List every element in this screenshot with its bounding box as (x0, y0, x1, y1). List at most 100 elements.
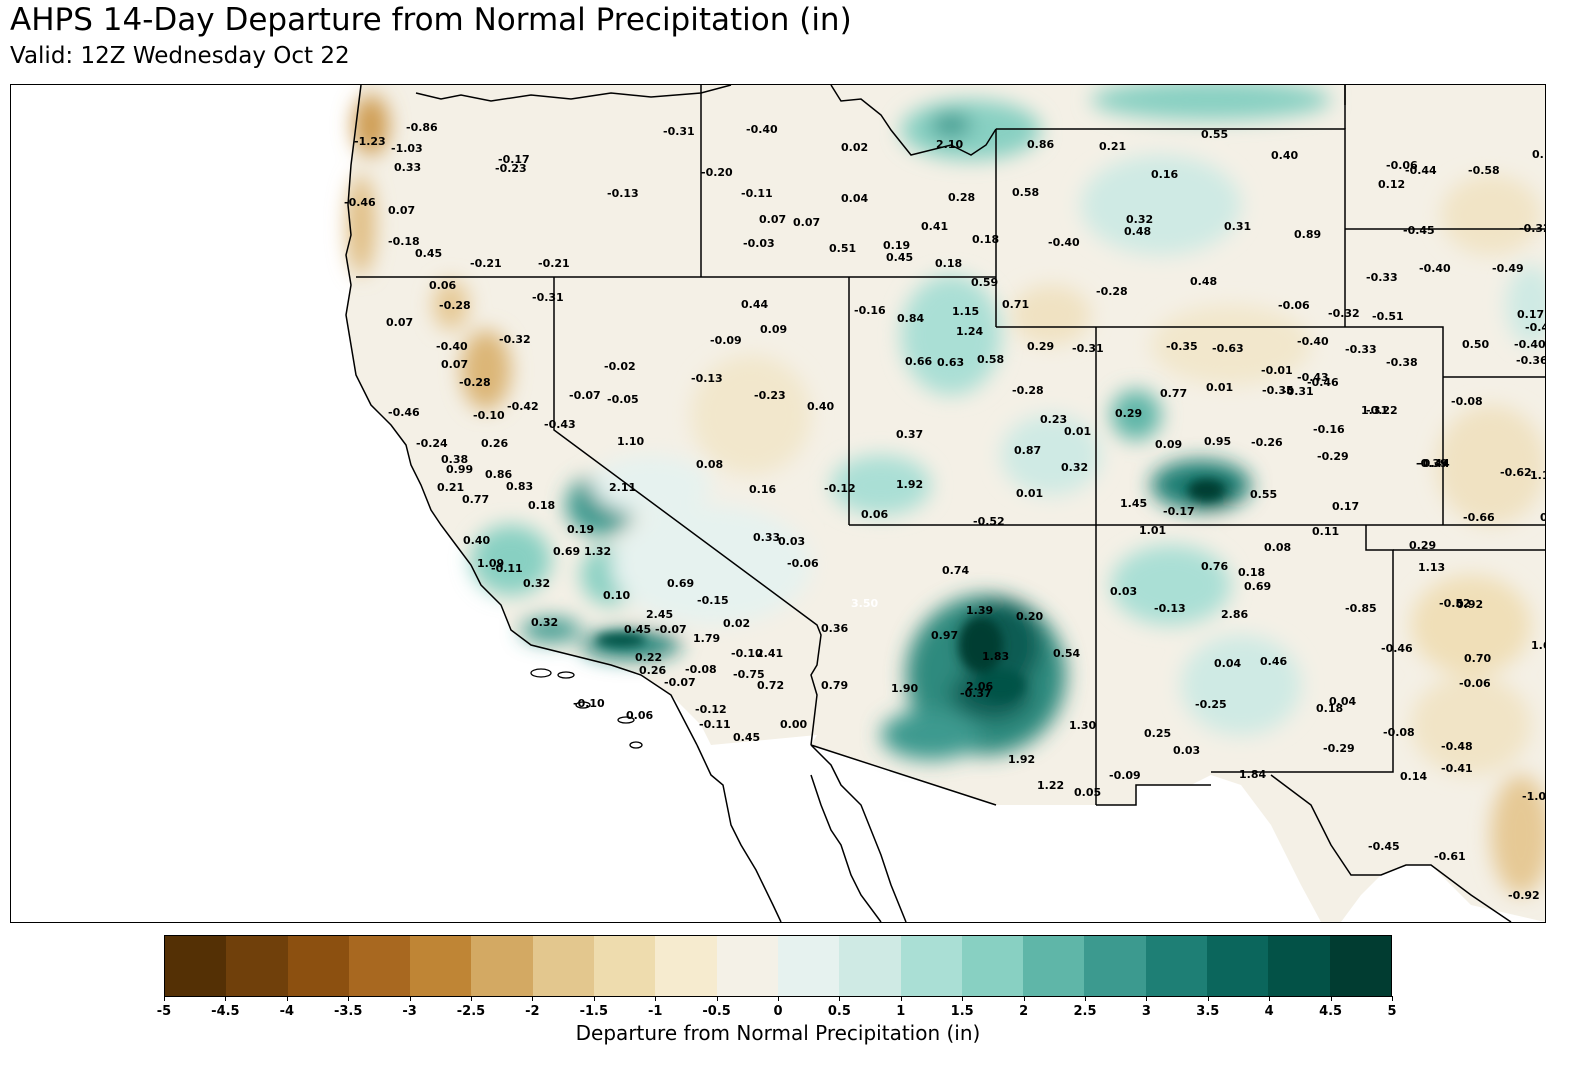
colorbar-swatch (226, 936, 288, 996)
station-value-label: -0.44 (1405, 164, 1437, 177)
station-value-label: 0.69 (553, 545, 580, 558)
station-value-label: 0.21 (437, 481, 464, 494)
station-value-label: 0.63 (937, 356, 964, 369)
station-value-label: -0.58 (1468, 164, 1500, 177)
station-value-label: 0.83 (506, 480, 533, 493)
station-value-label: -0.01 (1261, 364, 1293, 377)
station-value-label: 0.54 (1053, 647, 1080, 660)
station-value-label: 0.03 (778, 535, 805, 548)
station-value-label: 1.90 (891, 682, 918, 695)
station-value-label: 2.45 (646, 608, 673, 621)
station-value-label: 0.72 (757, 679, 784, 692)
station-value-label: -0.10 (473, 409, 505, 422)
station-value-label: 0.08 (696, 458, 723, 471)
station-value-label: 0.58 (977, 353, 1004, 366)
station-value-label: 0.55 (1201, 128, 1228, 141)
station-value-label: 0.03 (1110, 585, 1137, 598)
station-value-label: -0.20 (701, 166, 733, 179)
station-value-label: 2.06 (966, 680, 993, 693)
station-value-label: -0.48 (1441, 740, 1473, 753)
station-value-label: -0.16 (854, 304, 886, 317)
colorbar-swatch (777, 936, 840, 996)
colorbar-swatch (1084, 936, 1146, 996)
station-value-label: -0.08 (1451, 395, 1483, 408)
station-value-label: 2.10 (936, 138, 963, 151)
station-value-label: -0.10 (573, 697, 605, 710)
station-value-label: 0.46 (1260, 655, 1287, 668)
station-value-label: -0.31 (1072, 342, 1104, 355)
station-value-label: 0.21 (1099, 140, 1126, 153)
station-value-label: 0.07 (759, 213, 786, 226)
colorbar-tick-mark (655, 996, 657, 1001)
station-value-label: -0.25 (1195, 698, 1227, 711)
colorbar-tick-mark (1085, 996, 1086, 1001)
station-value-label: 1.32 (584, 545, 611, 558)
mexico-land (696, 744, 782, 922)
station-value-label: 0.55 (1250, 488, 1277, 501)
station-value-label: -0.40 (1514, 338, 1545, 351)
station-value-label: 0.45 (415, 247, 442, 260)
station-value-label: -0.28 (459, 376, 491, 389)
station-value-label: 0.86 (485, 468, 512, 481)
station-value-label: 1.13 (1418, 561, 1445, 574)
colorbar-swatch (1268, 936, 1330, 996)
station-value-label: -0.75 (733, 668, 765, 681)
station-value-label: -0.62 (1500, 466, 1532, 479)
station-value-label: -0.40 (436, 340, 468, 353)
map-subtitle: Valid: 12Z Wednesday Oct 22 (10, 43, 350, 69)
station-value-label: 0.84 (897, 312, 924, 325)
station-value-label: 1.39 (966, 604, 993, 617)
colorbar-tick-label: 1.5 (950, 1004, 974, 1019)
station-value-label: -0.16 (1313, 423, 1345, 436)
station-value-label: -0.46 (1381, 642, 1413, 655)
station-value-label: 0.44 (741, 298, 768, 311)
station-value-label: 0.32 (531, 616, 558, 629)
station-value-label: 0.16 (1151, 168, 1178, 181)
colorbar-tick-label: -3 (402, 1004, 417, 1019)
station-value-label: 0.31 (1224, 220, 1251, 233)
station-value-label: 0.40 (463, 534, 490, 547)
station-value-label: 0.18 (1316, 702, 1343, 715)
station-value-label: 0.87 (1014, 444, 1041, 457)
station-value-label: 0.26 (481, 437, 508, 450)
station-value-label: 0.16 (749, 483, 776, 496)
station-value-label: -0.32 (499, 333, 531, 346)
station-value-label: -0.21 (470, 257, 502, 270)
station-value-label: 3.50 (851, 597, 878, 610)
station-value-label: 0.29 (1027, 340, 1054, 353)
station-value-label: -0.38 (1386, 356, 1418, 369)
colorbar-tick-label: 2.5 (1073, 1004, 1097, 1019)
dry-areas (347, 95, 1545, 895)
colorbar-swatch (410, 936, 472, 996)
map-panel: -1.23 -0.86 -1.03 0.33 -0.17 -0.23 -0.31 -0.40-… (10, 84, 1546, 923)
station-value-label: 1.31 (1361, 404, 1388, 417)
station-value-label: -0.40 (1419, 262, 1451, 275)
coastline (345, 85, 1512, 922)
station-value-label: -0.10 (731, 647, 763, 660)
station-value-label: 0.04 (1329, 695, 1356, 708)
station-value-label: 0.01 (1016, 487, 1043, 500)
station-value-label: 0.45 (886, 251, 913, 264)
station-value-label: 0.18 (935, 257, 962, 270)
colorbar-tick-mark (593, 996, 595, 1001)
station-value-label: -0.37 (960, 687, 992, 700)
station-value-label: -0.12 (824, 482, 856, 495)
station-value-label: -0.17 (1163, 505, 1195, 518)
colorbar-tick-mark (1023, 996, 1025, 1001)
station-value-label: -0.11 (741, 187, 773, 200)
station-value-label: -0.35 (1262, 384, 1294, 397)
station-value-label: 1.30 (1069, 719, 1096, 732)
colorbar-tick-label: -4 (279, 1004, 295, 1019)
colorbar-tick-label: -0.5 (702, 1004, 731, 1019)
colorbar-swatch (348, 936, 411, 996)
station-value-label: 0.11 (1312, 525, 1339, 538)
colorbar-tick-label: -3.5 (333, 1004, 363, 1019)
station-value-label: 0.00 (780, 718, 807, 731)
station-value-label: 0.36 (821, 622, 848, 635)
colorbar-tick-mark (1330, 996, 1332, 1001)
colorbar-tick-label: -1 (647, 1004, 663, 1019)
station-value-label: 1.09 (477, 557, 504, 570)
station-value-label: 0.40 (807, 400, 834, 413)
station-value-label: 0.04 (1214, 657, 1241, 670)
station-value-label: 0.10 (603, 589, 630, 602)
